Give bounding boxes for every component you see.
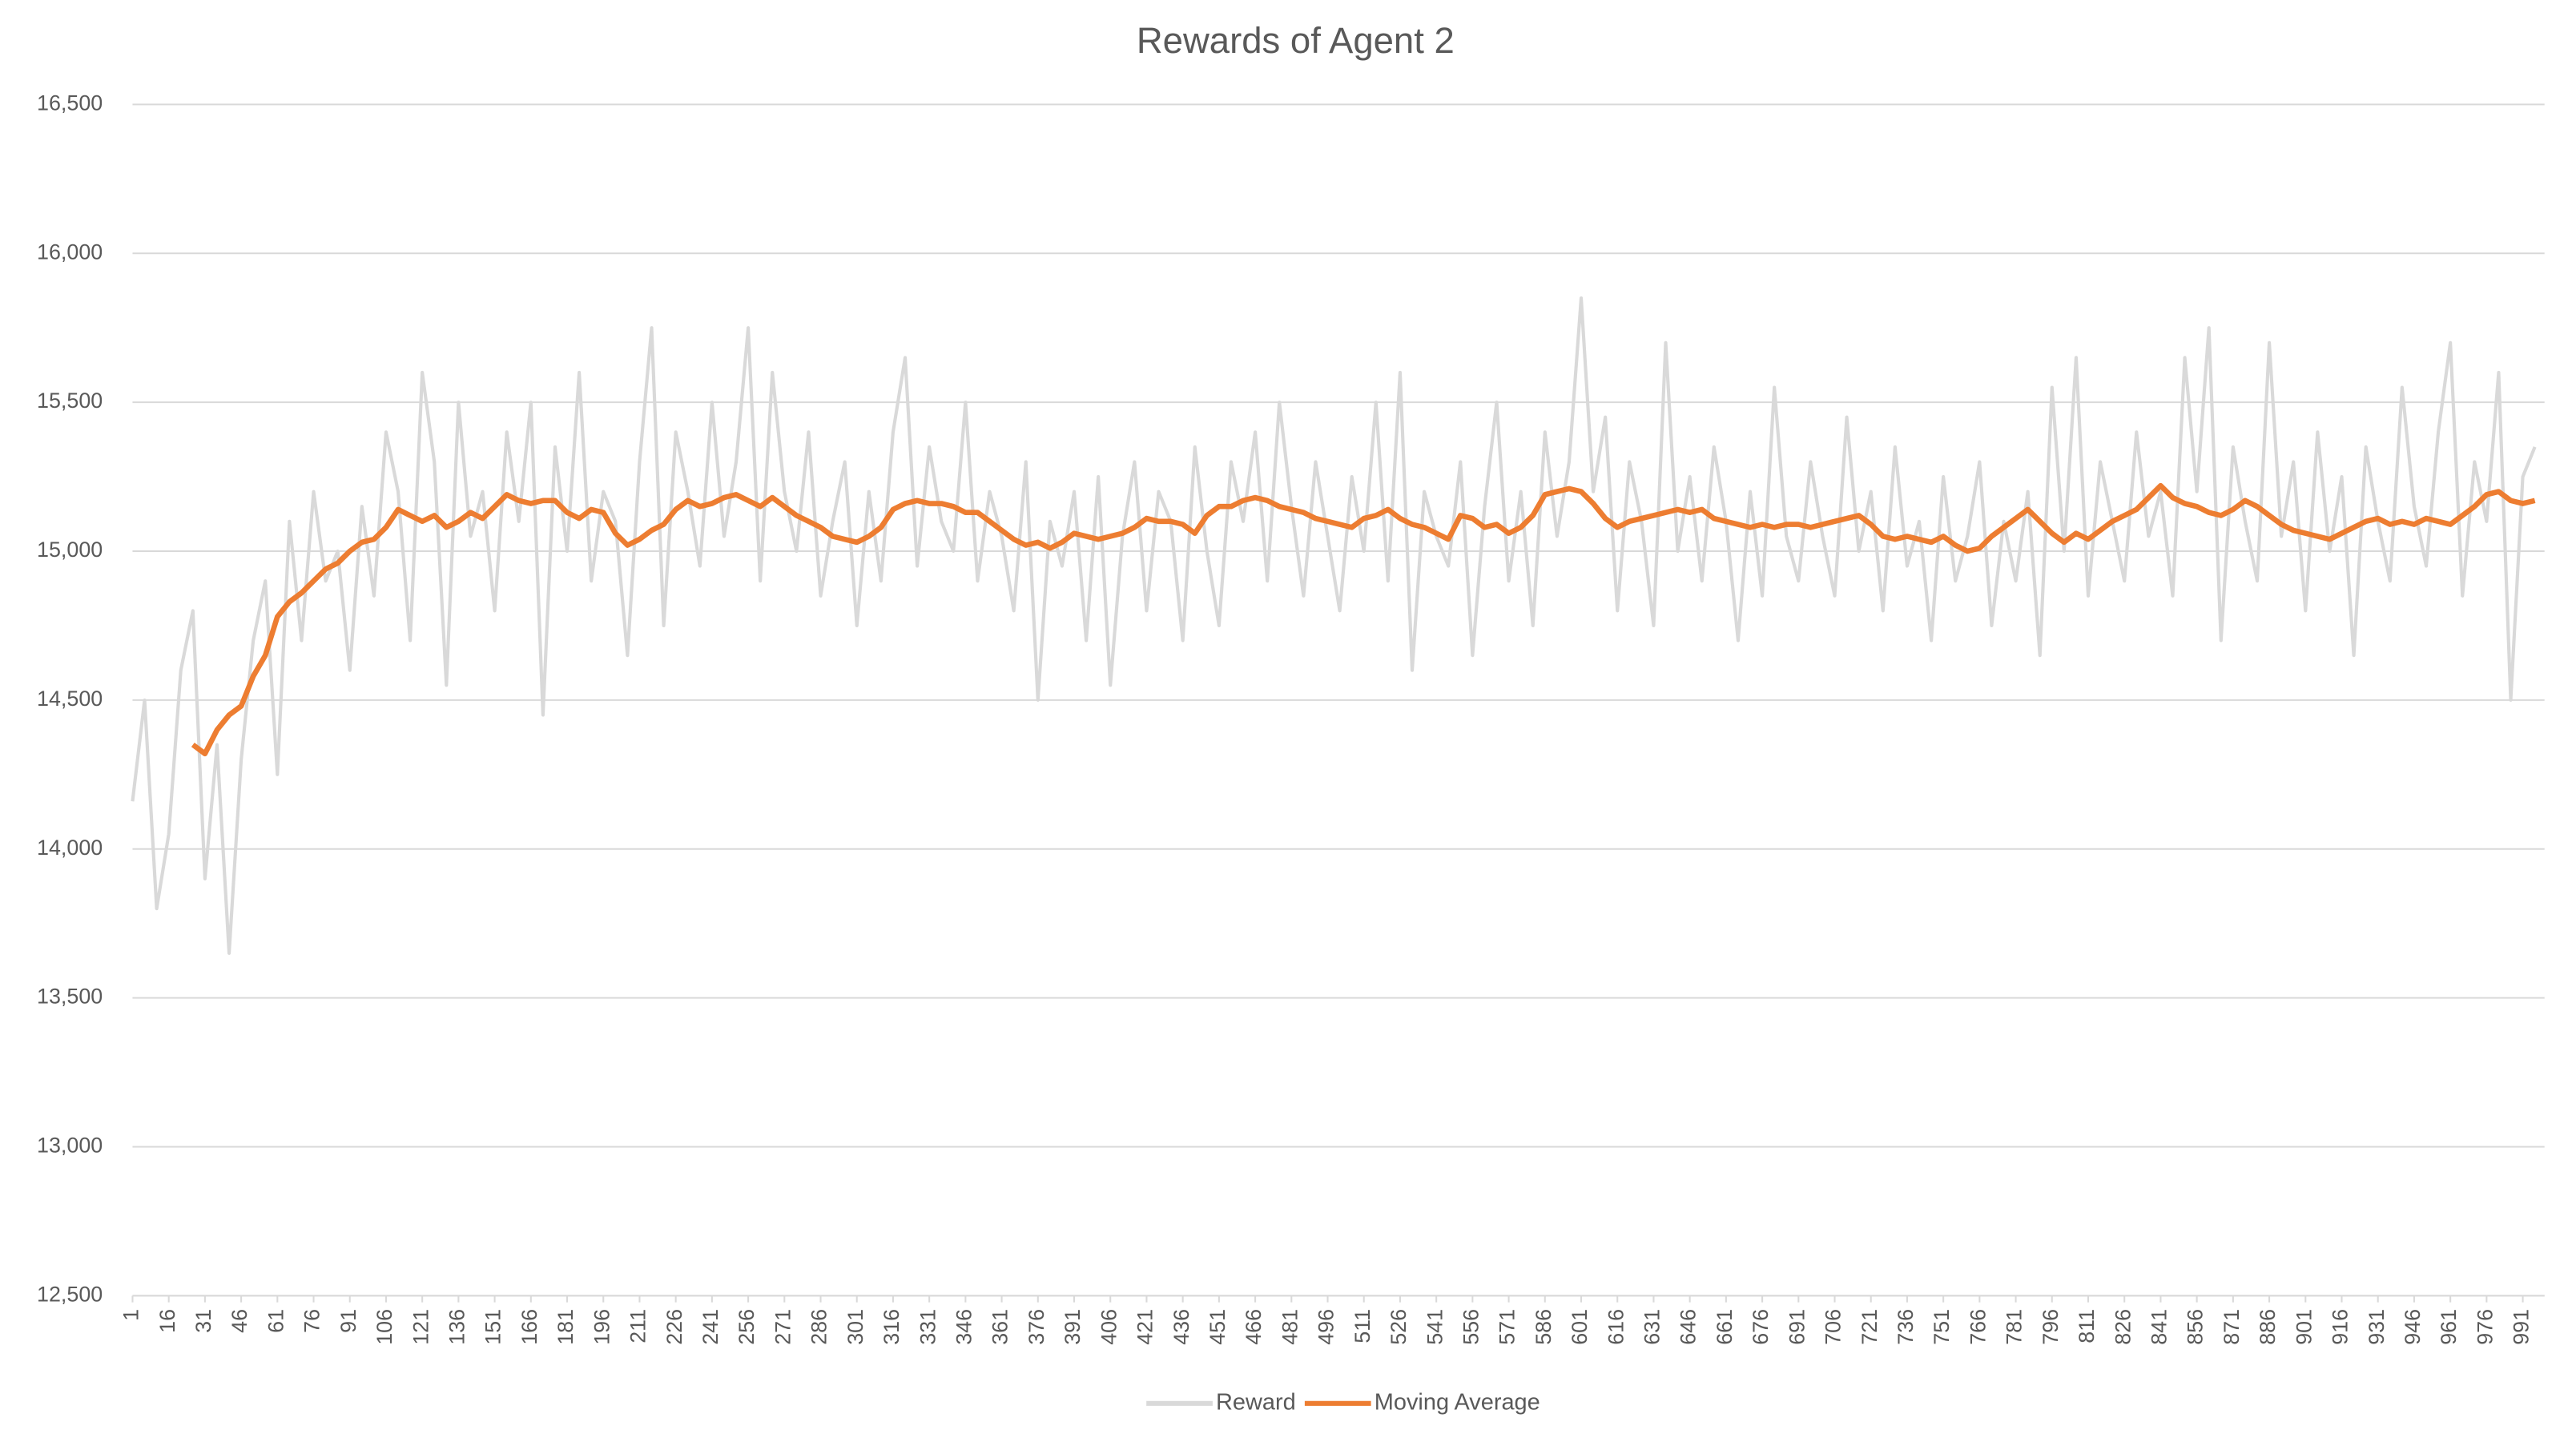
line-series xyxy=(131,296,2537,955)
x-tick-label: 481 xyxy=(1278,1309,1302,1345)
x-tick-label: 961 xyxy=(2437,1309,2461,1345)
x-tick-label: 106 xyxy=(372,1309,396,1345)
x-tick-label: 556 xyxy=(1459,1309,1483,1345)
x-tick-label: 286 xyxy=(807,1309,831,1345)
y-tick-label: 15,000 xyxy=(37,538,103,562)
y-tick-label: 16,000 xyxy=(37,240,103,264)
x-tick-label: 901 xyxy=(2292,1309,2316,1345)
x-tick-label: 916 xyxy=(2328,1309,2353,1345)
y-tick-label: 15,500 xyxy=(37,389,103,413)
y-tick-label: 14,500 xyxy=(37,687,103,711)
x-tick-label: 331 xyxy=(916,1309,940,1345)
x-tick-label: 166 xyxy=(517,1309,541,1345)
x-tick-label: 511 xyxy=(1350,1309,1375,1343)
x-tick-label: 811 xyxy=(2075,1309,2099,1343)
x-tick-label: 211 xyxy=(626,1309,650,1343)
x-tick-label: 76 xyxy=(300,1309,324,1333)
x-tick-label: 631 xyxy=(1640,1309,1664,1345)
x-tick-label: 991 xyxy=(2510,1309,2534,1345)
x-tick-label: 796 xyxy=(2039,1309,2063,1345)
x-tick-label: 256 xyxy=(735,1309,759,1345)
x-tick-label: 571 xyxy=(1495,1309,1519,1345)
x-tick-label: 451 xyxy=(1205,1309,1230,1345)
x-tick-label: 691 xyxy=(1785,1309,1809,1345)
x-tick-label: 301 xyxy=(843,1309,867,1345)
x-tick-label: 376 xyxy=(1024,1309,1049,1345)
x-tick-label: 616 xyxy=(1604,1309,1628,1345)
x-tick-label: 361 xyxy=(988,1309,1012,1345)
y-tick-label: 13,500 xyxy=(37,985,103,1009)
x-tick-label: 751 xyxy=(1930,1309,1954,1345)
x-tick-label: 526 xyxy=(1387,1309,1411,1345)
x-tick-label: 1 xyxy=(119,1309,143,1321)
legend: Reward Moving Average xyxy=(1146,1389,1540,1415)
x-tick-label: 61 xyxy=(264,1309,288,1333)
x-tick-label: 436 xyxy=(1169,1309,1193,1345)
x-tick-label: 496 xyxy=(1314,1309,1338,1345)
line-series xyxy=(191,482,2536,757)
x-tick-label: 406 xyxy=(1097,1309,1121,1345)
y-tick-label: 12,500 xyxy=(37,1282,103,1306)
x-tick-label: 661 xyxy=(1713,1309,1737,1345)
x-tick-label: 976 xyxy=(2473,1309,2497,1345)
x-tick-label: 91 xyxy=(336,1309,360,1333)
x-tick-label: 646 xyxy=(1676,1309,1701,1345)
x-tick-label: 736 xyxy=(1894,1309,1918,1345)
x-tick-label: 946 xyxy=(2401,1309,2425,1345)
x-tick-label: 136 xyxy=(445,1309,469,1345)
y-tick-label: 13,000 xyxy=(37,1134,103,1158)
legend-label: Reward xyxy=(1216,1389,1296,1415)
x-tick-label: 271 xyxy=(771,1309,795,1345)
x-tick-label: 706 xyxy=(1821,1309,1845,1345)
x-tick-label: 601 xyxy=(1568,1309,1592,1345)
y-tick-label: 16,500 xyxy=(37,91,103,115)
x-tick-label: 841 xyxy=(2147,1309,2171,1345)
x-tick-label: 316 xyxy=(879,1309,904,1345)
x-tick-label: 886 xyxy=(2256,1309,2280,1345)
chart-title: Rewards of Agent 2 xyxy=(1137,20,1455,61)
x-tick-label: 586 xyxy=(1532,1309,1556,1345)
x-tick-label: 871 xyxy=(2220,1309,2244,1345)
x-tick-label: 721 xyxy=(1858,1309,1882,1345)
y-tick-label: 14,000 xyxy=(37,836,103,860)
x-tick-label: 421 xyxy=(1133,1309,1157,1345)
x-tick-label: 181 xyxy=(553,1309,578,1345)
x-tick-label: 31 xyxy=(191,1309,215,1333)
x-tick-label: 196 xyxy=(590,1309,614,1345)
x-tick-label: 856 xyxy=(2184,1309,2208,1345)
x-tick-label: 781 xyxy=(2002,1309,2027,1345)
x-tick-label: 676 xyxy=(1749,1309,1773,1345)
x-tick-label: 151 xyxy=(481,1309,505,1345)
x-tick-label: 16 xyxy=(155,1309,179,1333)
x-tick-label: 391 xyxy=(1061,1309,1085,1345)
x-tick-label: 541 xyxy=(1423,1309,1447,1345)
x-tick-label: 826 xyxy=(2111,1309,2135,1345)
x-tick-label: 466 xyxy=(1242,1309,1266,1345)
x-tick-label: 766 xyxy=(1966,1309,1990,1345)
x-tick-label: 46 xyxy=(227,1309,252,1333)
x-tick-label: 346 xyxy=(952,1309,976,1345)
x-tick-label: 241 xyxy=(698,1309,722,1345)
x-tick-label: 121 xyxy=(409,1309,433,1345)
x-tick-label: 226 xyxy=(662,1309,686,1345)
x-tick-label: 931 xyxy=(2365,1309,2389,1345)
legend-label: Moving Average xyxy=(1375,1389,1540,1415)
